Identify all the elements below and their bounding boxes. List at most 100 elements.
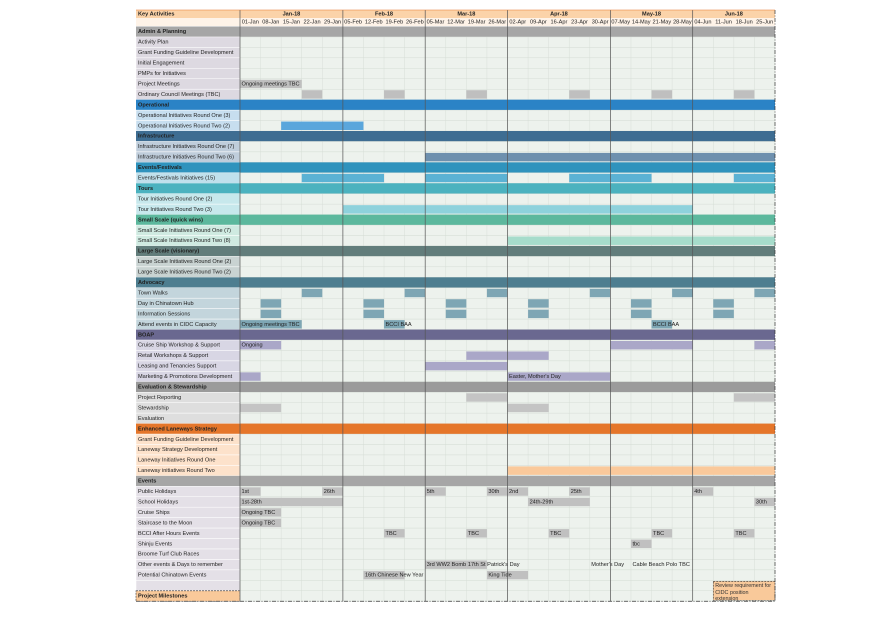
row-label: Attend events in CIDC Capacity (138, 322, 217, 328)
schedule-bar (569, 487, 590, 496)
schedule-bar (301, 90, 323, 99)
schedule-bar (384, 90, 405, 99)
bar-label: 26th (324, 489, 335, 495)
schedule-bar (425, 173, 508, 183)
month-label: Feb-18 (375, 11, 393, 17)
month-label: Apr-18 (550, 11, 568, 17)
bar-label: TBC (550, 531, 561, 537)
schedule-bar (425, 152, 775, 162)
bar-label: 4th (694, 489, 702, 495)
row-label: Small Scale Initiatives Round Two (8) (138, 238, 231, 244)
schedule-bar (528, 299, 549, 308)
row-label: Retail Workshops & Support (138, 353, 209, 359)
row-label: Operational Initiatives Round Two (2) (138, 123, 230, 129)
month-label: May-18 (642, 11, 661, 17)
schedule-bar (507, 466, 775, 475)
bar-label: Ongoing meetings TBC (242, 322, 300, 328)
week-label: 05-Mar (427, 19, 445, 25)
section-title: Advocacy (138, 280, 165, 286)
schedule-bar (363, 570, 405, 580)
bar-label: Ongoing meetings TBC (242, 81, 300, 87)
row-label: School Holidays (138, 499, 178, 505)
schedule-bar (507, 236, 775, 245)
schedule-bar (240, 508, 282, 517)
schedule-bar (507, 372, 611, 381)
bar-label: 3rd WW2 Bombin (427, 562, 471, 568)
row-label: Day in Chinatown Hub (138, 301, 194, 307)
week-label: 05-Feb (344, 19, 362, 25)
milestone-box (712, 581, 776, 601)
bar-label: 24th-29th (530, 499, 554, 505)
row-label: Evaluation (138, 416, 164, 422)
section-band (136, 381, 775, 393)
week-label: 26-Mar (488, 19, 506, 25)
week-label: 18-Jun (736, 19, 753, 25)
section-band (136, 245, 775, 257)
row-label: Leasing and Tenancies Support (138, 364, 217, 370)
row-label: Tour Initiatives Round Two (3) (138, 207, 212, 213)
schedule-bar (260, 299, 282, 308)
bar-label: TBC (653, 531, 664, 537)
row-label: Other events & Days to remember (138, 562, 223, 568)
bar-label: tbc (632, 541, 640, 547)
week-label: 22-Jan (303, 19, 320, 25)
schedule-bar (733, 393, 775, 402)
schedule-bar (692, 487, 714, 496)
week-label: 19-Feb (385, 19, 403, 25)
month-label: Jan-18 (283, 11, 301, 17)
schedule-bar (630, 539, 652, 548)
week-label: 28-May (673, 19, 692, 25)
row-label: Laneway initiatives Round Two (138, 468, 215, 474)
section-title: Enhanced Laneways Strategy (138, 426, 218, 432)
week-label: 02-Apr (509, 19, 526, 25)
schedule-bar (569, 90, 590, 99)
row-label: Initial Engagement (138, 61, 185, 67)
bar-label: 5th (427, 489, 435, 495)
week-label: 12-Feb (365, 19, 383, 25)
row-label: Potential Chinatown Events (138, 573, 207, 579)
schedule-bar (425, 487, 446, 496)
schedule-bar (384, 529, 405, 538)
schedule-bar (363, 309, 385, 319)
week-label: 21-May (652, 19, 671, 25)
bar-label: 25th (571, 489, 582, 495)
week-label: 29-Jan (324, 19, 341, 25)
schedule-bar (240, 518, 282, 528)
schedule-bar (240, 341, 282, 350)
schedule-bar (240, 497, 343, 507)
bar-label: Ongoing TBC (242, 520, 276, 526)
schedule-bar (589, 288, 611, 298)
schedule-bar (610, 341, 693, 350)
bar-label: 2nd (509, 489, 518, 495)
milestone-text-box: Review requirement for CIDC position ext… (715, 583, 771, 600)
row-label: Laneway Initiatives Round One (138, 458, 215, 464)
schedule-bar (425, 361, 508, 371)
schedule-bar (713, 299, 734, 308)
week-label: 26-Feb (406, 19, 424, 25)
week-label: 07-May (611, 19, 630, 25)
row-label: Ordinary Council Meetings (TBC) (138, 92, 221, 98)
row-label: Public Holidays (138, 489, 176, 495)
section-band (136, 99, 775, 111)
label-cell (135, 580, 241, 592)
row-label: Information Sessions (138, 311, 190, 317)
row-label: Shinju Events (138, 541, 172, 547)
bar-label: BCCI BAA (386, 322, 412, 328)
schedule-bar (342, 205, 693, 214)
bar-label: 30th (488, 489, 499, 495)
schedule-bar (733, 90, 755, 99)
section-band (136, 277, 775, 288)
row-label: Operational Initiatives Round One (3) (138, 113, 230, 119)
week-label: 23-Apr (571, 19, 588, 25)
row-label: Broome Turf Club Races (138, 552, 199, 558)
schedule-bar (630, 309, 652, 319)
schedule-bar (363, 299, 385, 308)
row-label: Cruise Ships (138, 510, 170, 516)
bar-label: Easter, Mother's Day (509, 374, 561, 380)
bar-label: 17th St Patrick's Day (468, 562, 520, 568)
schedule-bar (630, 299, 652, 308)
row-label: BCCI After Hours Events (138, 531, 200, 537)
week-label: 16-Apr (551, 19, 568, 25)
bar-label: Ongoing (242, 343, 263, 349)
row-label: Marketing & Promotions Development (138, 374, 233, 380)
